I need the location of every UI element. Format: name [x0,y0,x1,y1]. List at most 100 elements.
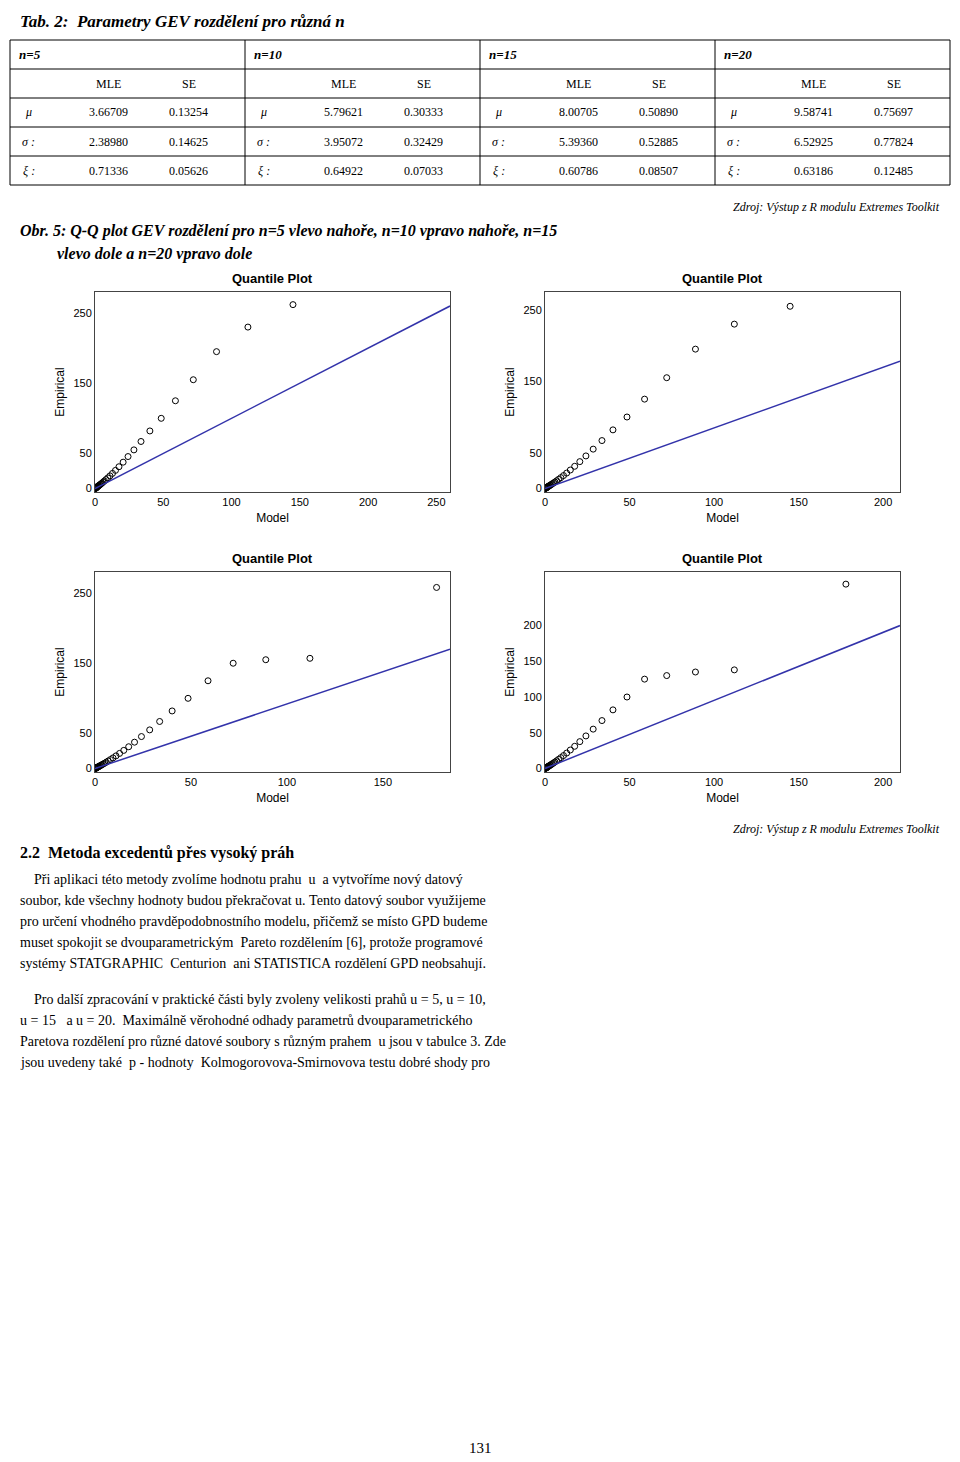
svg-text:Empirical: Empirical [503,367,517,416]
svg-text:150: 150 [374,776,392,788]
svg-text:100: 100 [705,496,723,508]
svg-text:0.71336: 0.71336 [89,164,128,178]
svg-text:ξ :: ξ : [258,164,270,178]
svg-text:n=15: n=15 [489,47,517,62]
svg-text:0.13254: 0.13254 [169,105,208,119]
svg-text:σ :: σ : [727,135,740,149]
svg-text:50: 50 [623,496,635,508]
svg-text:50: 50 [157,496,169,508]
svg-text:150: 150 [523,655,541,667]
svg-text:0: 0 [536,482,542,494]
svg-text:250: 250 [73,307,91,319]
svg-text:σ :: σ : [22,135,35,149]
svg-text:6.52925: 6.52925 [794,135,833,149]
svg-text:250: 250 [523,304,541,316]
svg-text:50: 50 [80,727,92,739]
svg-text:0.60786: 0.60786 [559,164,598,178]
svg-text:0.63186: 0.63186 [794,164,833,178]
svg-text:σ :: σ : [492,135,505,149]
svg-text:MLE: MLE [801,77,826,91]
svg-text:3.66709: 3.66709 [89,105,128,119]
svg-text:jsou uvedeny také p - hodnoty: jsou uvedeny také p - hodnoty Kolmogorov… [20,1055,490,1070]
svg-text:150: 150 [73,657,91,669]
svg-text:MLE: MLE [96,77,121,91]
svg-text:SE: SE [417,77,431,91]
svg-text:0.50890: 0.50890 [639,105,678,119]
svg-text:3.95072: 3.95072 [324,135,363,149]
svg-text:Model: Model [256,511,289,525]
svg-text:5.79621: 5.79621 [324,105,363,119]
svg-text:Quantile Plot: Quantile Plot [682,271,763,286]
svg-text:200: 200 [523,619,541,631]
svg-text:150: 150 [789,776,807,788]
svg-text:250: 250 [73,587,91,599]
svg-text:MLE: MLE [566,77,591,91]
svg-text:5.39360: 5.39360 [559,135,598,149]
svg-text:2.38980: 2.38980 [89,135,128,149]
svg-text:0: 0 [536,762,542,774]
svg-text:Paretova rozdělení pro různé d: Paretova rozdělení pro různé datové soub… [20,1034,506,1049]
svg-text:n=5: n=5 [19,47,41,62]
svg-text:0.14625: 0.14625 [169,135,208,149]
svg-text:8.00705: 8.00705 [559,105,598,119]
svg-text:150: 150 [291,496,309,508]
svg-text:0.08507: 0.08507 [639,164,678,178]
svg-text:0.52885: 0.52885 [639,135,678,149]
svg-text:Tab. 2: Parametry GEV rozděle: Tab. 2: Parametry GEV rozdělení pro různ… [20,12,345,31]
svg-text:Model: Model [256,791,289,805]
svg-text:50: 50 [80,447,92,459]
svg-text:systémy STATGRAPHIC Centurion: systémy STATGRAPHIC Centurion ani STATIS… [20,956,486,971]
svg-text:0.07033: 0.07033 [404,164,443,178]
svg-text:ξ :: ξ : [23,164,35,178]
svg-text:Quantile Plot: Quantile Plot [232,551,313,566]
svg-text:ξ :: ξ : [493,164,505,178]
svg-text:n=10: n=10 [254,47,282,62]
svg-text:250: 250 [427,496,445,508]
svg-text:muset spokojit se dvouparametr: muset spokojit se dvouparametrickým Pare… [20,935,483,950]
svg-text:0: 0 [86,762,92,774]
svg-text:MLE: MLE [331,77,356,91]
svg-text:0.77824: 0.77824 [874,135,913,149]
svg-text:u = 15 a u = 20. Maximálně: u = 15 a u = 20. Maximálně věrohodné odh… [20,1013,472,1028]
svg-text:μ: μ [25,105,32,119]
svg-text:200: 200 [874,496,892,508]
svg-text:n=20: n=20 [724,47,752,62]
svg-text:150: 150 [789,496,807,508]
svg-text:Při aplikaci této metody zvolí: Při aplikaci této metody zvolíme hodnotu… [20,872,463,887]
svg-text:0: 0 [542,776,548,788]
svg-text:SE: SE [652,77,666,91]
svg-text:150: 150 [523,375,541,387]
svg-text:σ :: σ : [257,135,270,149]
svg-text:0.75697: 0.75697 [874,105,913,119]
svg-text:Quantile Plot: Quantile Plot [232,271,313,286]
svg-text:μ: μ [730,105,737,119]
svg-text:0.12485: 0.12485 [874,164,913,178]
svg-text:200: 200 [874,776,892,788]
svg-text:0.32429: 0.32429 [404,135,443,149]
svg-text:0.64922: 0.64922 [324,164,363,178]
svg-text:2.2 Metoda excedentů přes vys: 2.2 Metoda excedentů přes vysoký práh [20,844,294,862]
svg-text:Model: Model [706,511,739,525]
svg-text:131: 131 [469,1440,492,1456]
svg-text:Empirical: Empirical [53,367,67,416]
svg-text:Obr. 5: Q-Q plot GEV rozdělení: Obr. 5: Q-Q plot GEV rozdělení pro n=5 v… [20,222,557,240]
svg-text:50: 50 [530,447,542,459]
svg-text:Empirical: Empirical [53,647,67,696]
svg-text:50: 50 [530,727,542,739]
svg-text:Zdroj: Výstup z R modulu Extre: Zdroj: Výstup z R modulu Extremes Toolki… [733,822,940,836]
svg-text:150: 150 [73,377,91,389]
svg-text:SE: SE [182,77,196,91]
svg-text:Pro další zpracování v praktic: Pro další zpracování v praktické části b… [20,992,486,1007]
svg-text:100: 100 [222,496,240,508]
svg-text:pro určení vhodného pravděpodo: pro určení vhodného pravděpodobnostního … [20,914,487,929]
svg-text:Zdroj: Výstup z R modulu Extre: Zdroj: Výstup z R modulu Extremes Toolki… [733,200,940,214]
svg-text:SE: SE [887,77,901,91]
svg-text:Model: Model [706,791,739,805]
svg-text:200: 200 [359,496,377,508]
svg-text:100: 100 [705,776,723,788]
svg-text:100: 100 [523,691,541,703]
svg-text:0.05626: 0.05626 [169,164,208,178]
svg-text:9.58741: 9.58741 [794,105,833,119]
svg-text:0: 0 [86,482,92,494]
svg-text:μ: μ [495,105,502,119]
